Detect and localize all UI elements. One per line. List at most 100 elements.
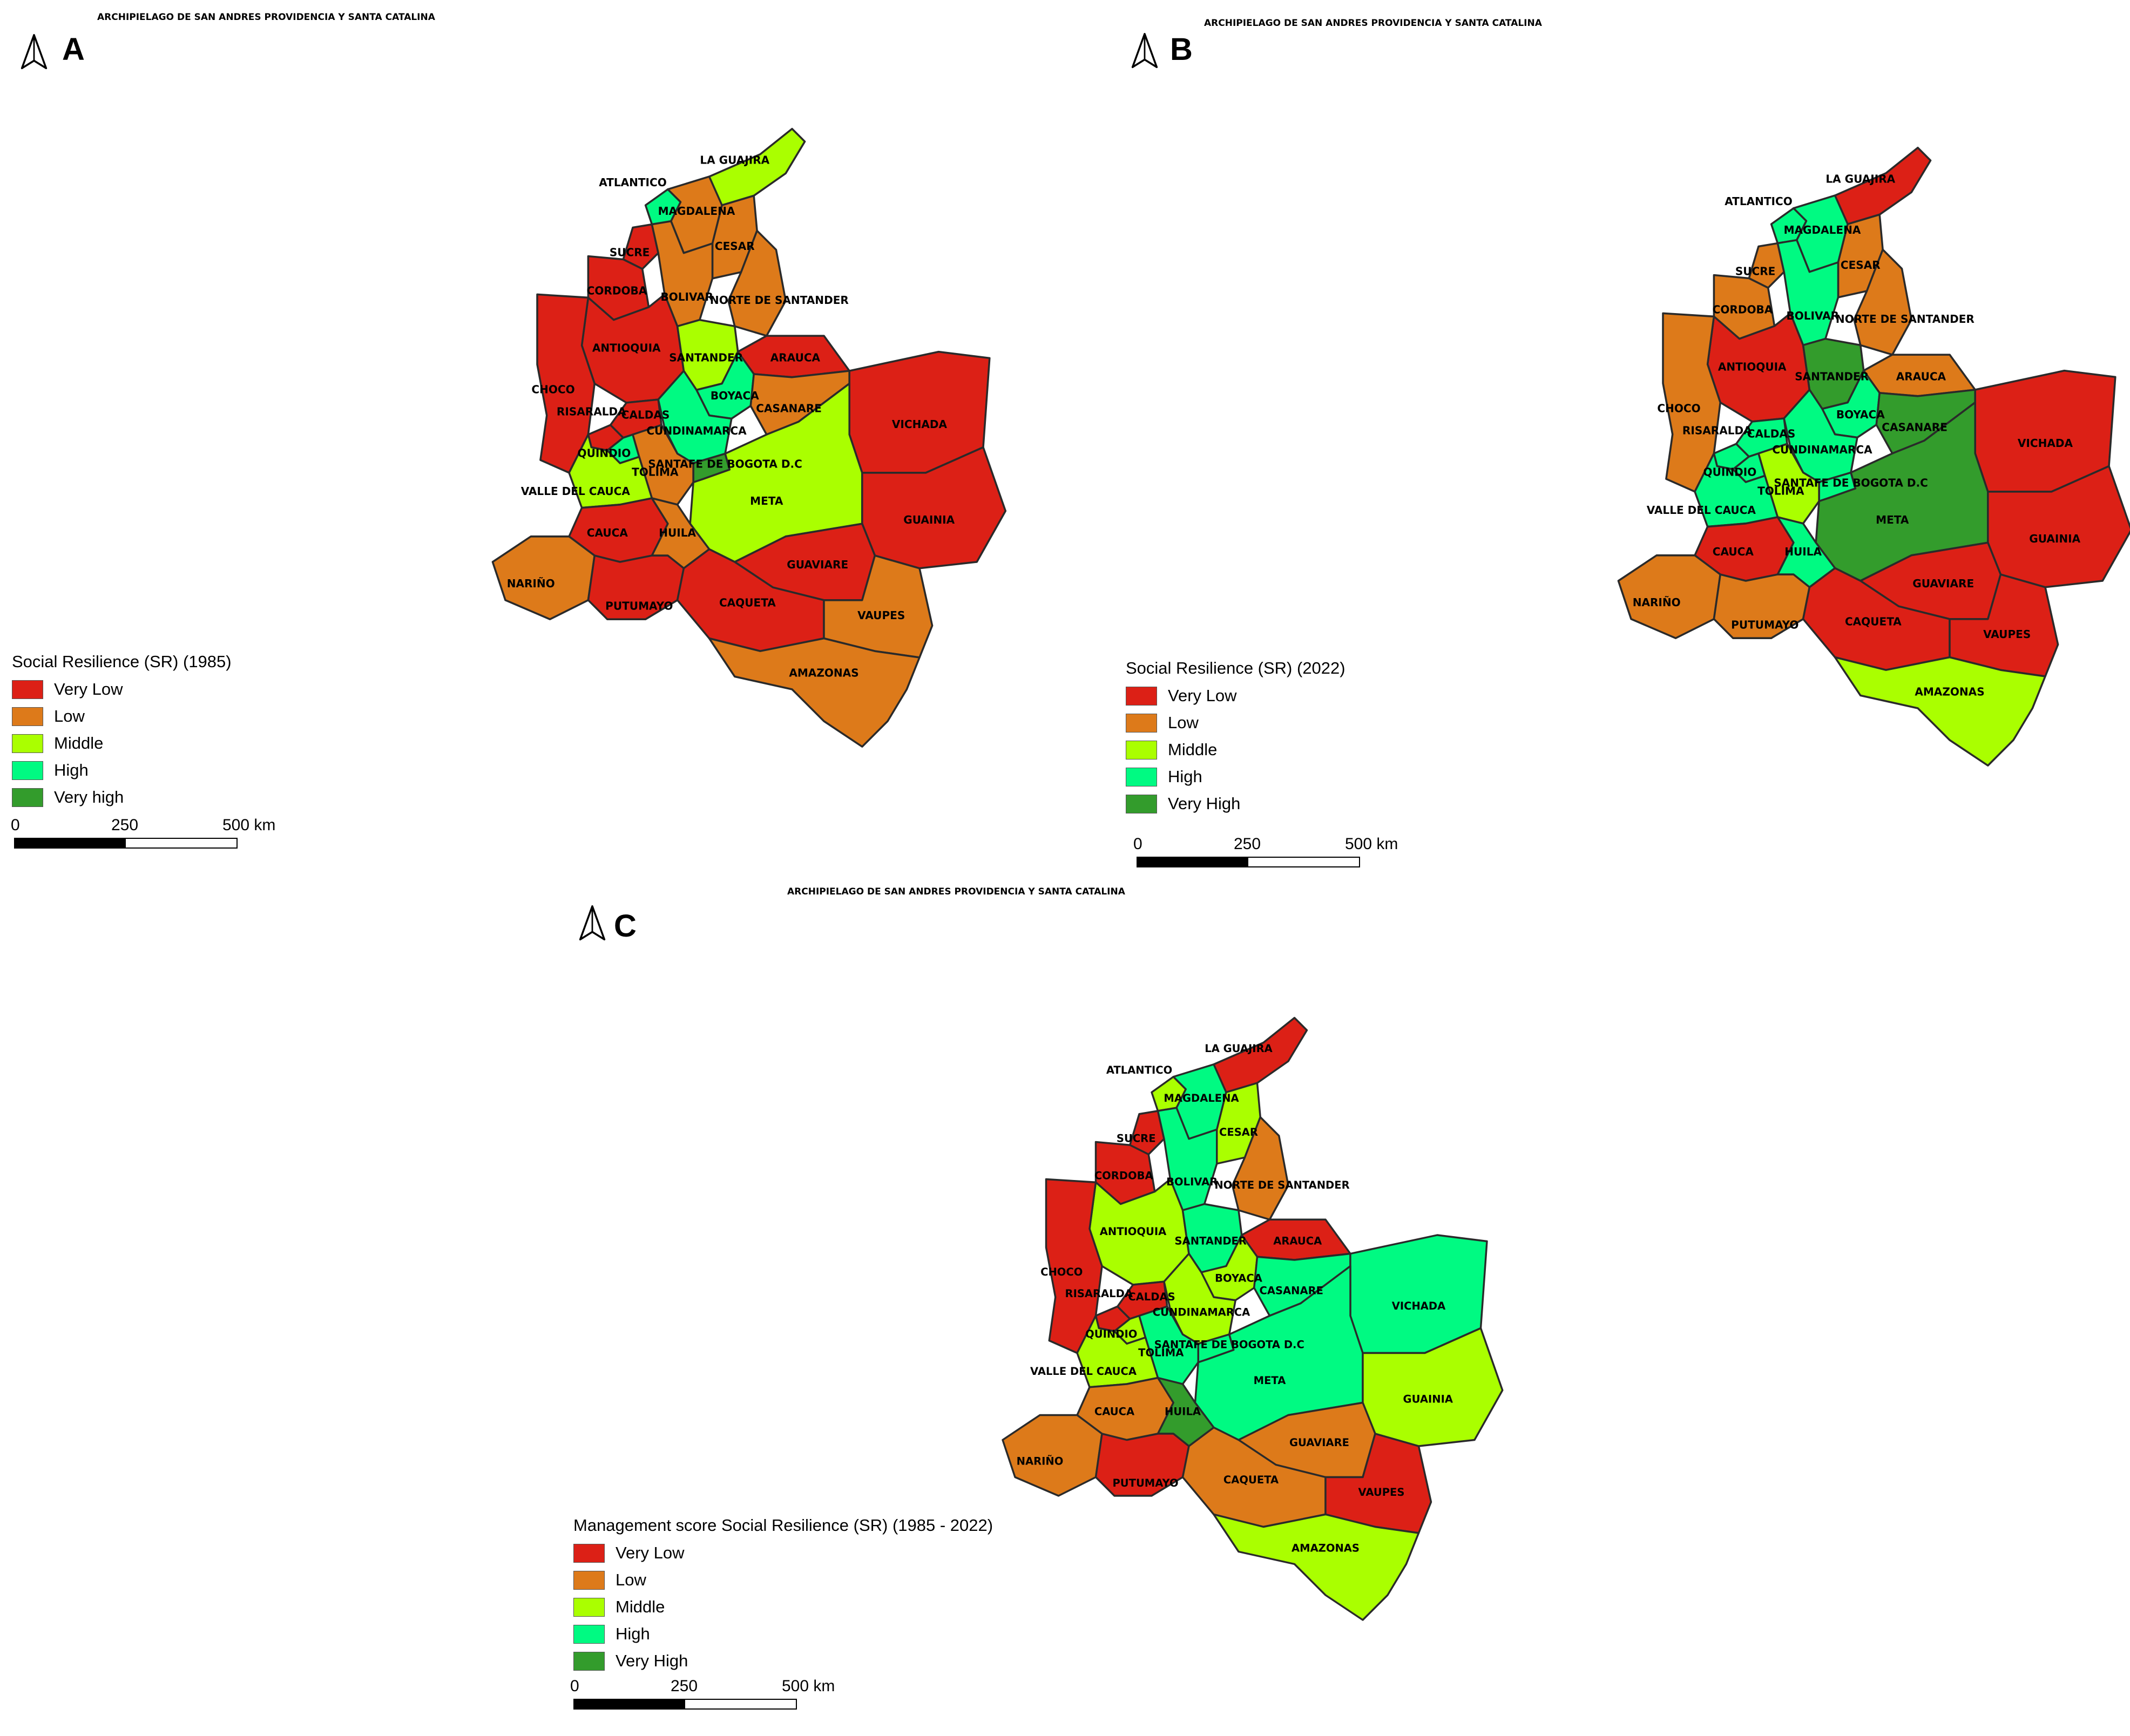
- scale-label: 250: [671, 1677, 698, 1695]
- department-label: VICHADA: [1392, 1300, 1446, 1312]
- department-label: SUCRE: [610, 246, 650, 259]
- department-label: ARAUCA: [1896, 370, 1946, 383]
- department-label: BOYACA: [1836, 408, 1885, 421]
- department-label: BOYACA: [711, 389, 759, 402]
- scale-label: 0: [570, 1677, 579, 1695]
- department-label: CASANARE: [1260, 1284, 1323, 1297]
- department-label: NORTE DE SANTANDER: [1836, 313, 1975, 326]
- department-label: CESAR: [1219, 1126, 1258, 1138]
- legend-title: Management score Social Resilience (SR) …: [573, 1516, 993, 1535]
- department-label: CESAR: [715, 240, 755, 253]
- department-label: LA GUAJIRA: [1825, 173, 1895, 186]
- department-label: CHOCO: [531, 383, 574, 396]
- department-label: CASANARE: [1882, 421, 1948, 434]
- department-label: META: [1876, 513, 1909, 526]
- department-la-guajira: [1830, 146, 1932, 225]
- department-label: HUILA: [659, 526, 696, 539]
- department-label: GUAINIA: [1403, 1393, 1453, 1406]
- department-label: VALLE DEL CAUCA: [1030, 1365, 1137, 1378]
- legend-label: Middle: [616, 1597, 665, 1616]
- legend-label: Middle: [54, 734, 104, 752]
- department-label: GUAVIARE: [1912, 577, 1974, 590]
- department-label: LA GUAJIRA: [700, 154, 769, 167]
- department-label: SANTANDER: [1795, 370, 1869, 383]
- scale-label: 500 km: [1345, 835, 1398, 853]
- legend-item-low: Low: [573, 1567, 993, 1593]
- legend-label: Very Low: [54, 680, 123, 699]
- legend-item-high: High: [1126, 763, 1345, 790]
- department-label: CORDOBA: [1713, 303, 1773, 316]
- department-label: AMAZONAS: [789, 666, 858, 679]
- legend-item-low: Low: [1126, 709, 1345, 736]
- department-label: CAUCA: [587, 526, 628, 539]
- island-label: ARCHIPIELAGO DE SAN ANDRES PROVIDENCIA Y…: [787, 886, 1125, 897]
- department-label: CALDAS: [621, 409, 670, 422]
- department-label: RISARALDA: [1682, 424, 1752, 437]
- department-label: TOLIMA: [1757, 485, 1804, 498]
- department-norte-de-santander: [1853, 248, 1912, 356]
- department-putumayo: [587, 554, 685, 620]
- department-label: RISARALDA: [1065, 1287, 1133, 1300]
- department-la-guajira: [705, 127, 806, 206]
- legend-swatch: [1126, 794, 1157, 813]
- department-la-guajira: [1209, 1016, 1308, 1094]
- department-label: NORTE DE SANTANDER: [710, 294, 849, 307]
- legend-swatch: [12, 761, 43, 780]
- department-label: SANTANDER: [669, 351, 743, 364]
- scale-label: 0: [1133, 835, 1142, 853]
- department-amazonas: [1213, 1513, 1420, 1621]
- legend-swatch: [1126, 686, 1157, 706]
- department-label: VALLE DEL CAUCA: [521, 485, 631, 498]
- legend-label: Very High: [1168, 794, 1241, 813]
- department-label: CAQUETA: [1223, 1474, 1279, 1486]
- department-label: QUINDIO: [1703, 465, 1757, 478]
- department-label: VAUPES: [1358, 1486, 1405, 1498]
- department-sucre: [1748, 242, 1785, 289]
- scale-label: 500 km: [782, 1677, 835, 1695]
- department-label: CUNDINAMARCA: [1153, 1306, 1250, 1319]
- department-label: MAGDALENA: [658, 205, 735, 218]
- department-label: MAGDALENA: [1164, 1092, 1239, 1104]
- department-label: CHOCO: [1657, 402, 1700, 415]
- legend-label: Very Low: [616, 1543, 685, 1562]
- north-arrow-icon: [1131, 33, 1158, 69]
- department-label: NARIÑO: [1017, 1455, 1064, 1468]
- department-label: ATLANTICO: [599, 176, 667, 189]
- legend-swatch: [573, 1651, 605, 1671]
- department-label: GUAVIARE: [1289, 1436, 1349, 1449]
- department-label: TOLIMA: [632, 466, 679, 479]
- scale-label: 500 km: [222, 816, 276, 834]
- department-label: CAQUETA: [719, 596, 776, 609]
- legend-swatch: [573, 1597, 605, 1617]
- legend-swatch: [1126, 740, 1157, 760]
- legend-item-low: Low: [12, 703, 232, 730]
- department-label: PUTUMAYO: [1731, 619, 1798, 632]
- department-label: PUTUMAYO: [1112, 1477, 1178, 1489]
- legend-item-high: High: [12, 757, 232, 784]
- department-label: ARAUCA: [1273, 1235, 1322, 1247]
- department-label: QUINDIO: [1085, 1328, 1137, 1340]
- department-label: ATLANTICO: [1106, 1064, 1172, 1076]
- department-label: NORTE DE SANTANDER: [1214, 1179, 1349, 1191]
- legend: Social Resilience (SR) (2022) Very Low Lo…: [1126, 659, 1345, 817]
- legend-title: Social Resilience (SR) (2022): [1126, 659, 1345, 677]
- island-label: ARCHIPIELAGO DE SAN ANDRES PROVIDENCIA Y…: [1204, 18, 1542, 29]
- department-label: CASANARE: [756, 402, 822, 415]
- department-label: ANTIOQUIA: [592, 342, 661, 355]
- scale-label: 0: [11, 816, 20, 834]
- department-putumayo: [1713, 573, 1811, 639]
- department-label: TOLIMA: [1138, 1346, 1184, 1359]
- department-label: VICHADA: [892, 418, 948, 431]
- department-label: SUCRE: [1735, 265, 1776, 278]
- department-label: AMAZONAS: [1915, 685, 1984, 698]
- legend-title: Social Resilience (SR) (1985): [12, 652, 232, 671]
- department-label: CALDAS: [1747, 428, 1796, 440]
- department-label: ATLANTICO: [1725, 195, 1793, 208]
- department-label: ANTIOQUIA: [1718, 361, 1787, 374]
- department-amazonas: [708, 637, 921, 748]
- department-label: MAGDALENA: [1784, 223, 1861, 236]
- panel-label: A: [62, 32, 85, 67]
- legend-swatch: [573, 1543, 605, 1563]
- legend-item-very-low: Very Low: [12, 676, 232, 703]
- department-label: NARIÑO: [1633, 596, 1681, 609]
